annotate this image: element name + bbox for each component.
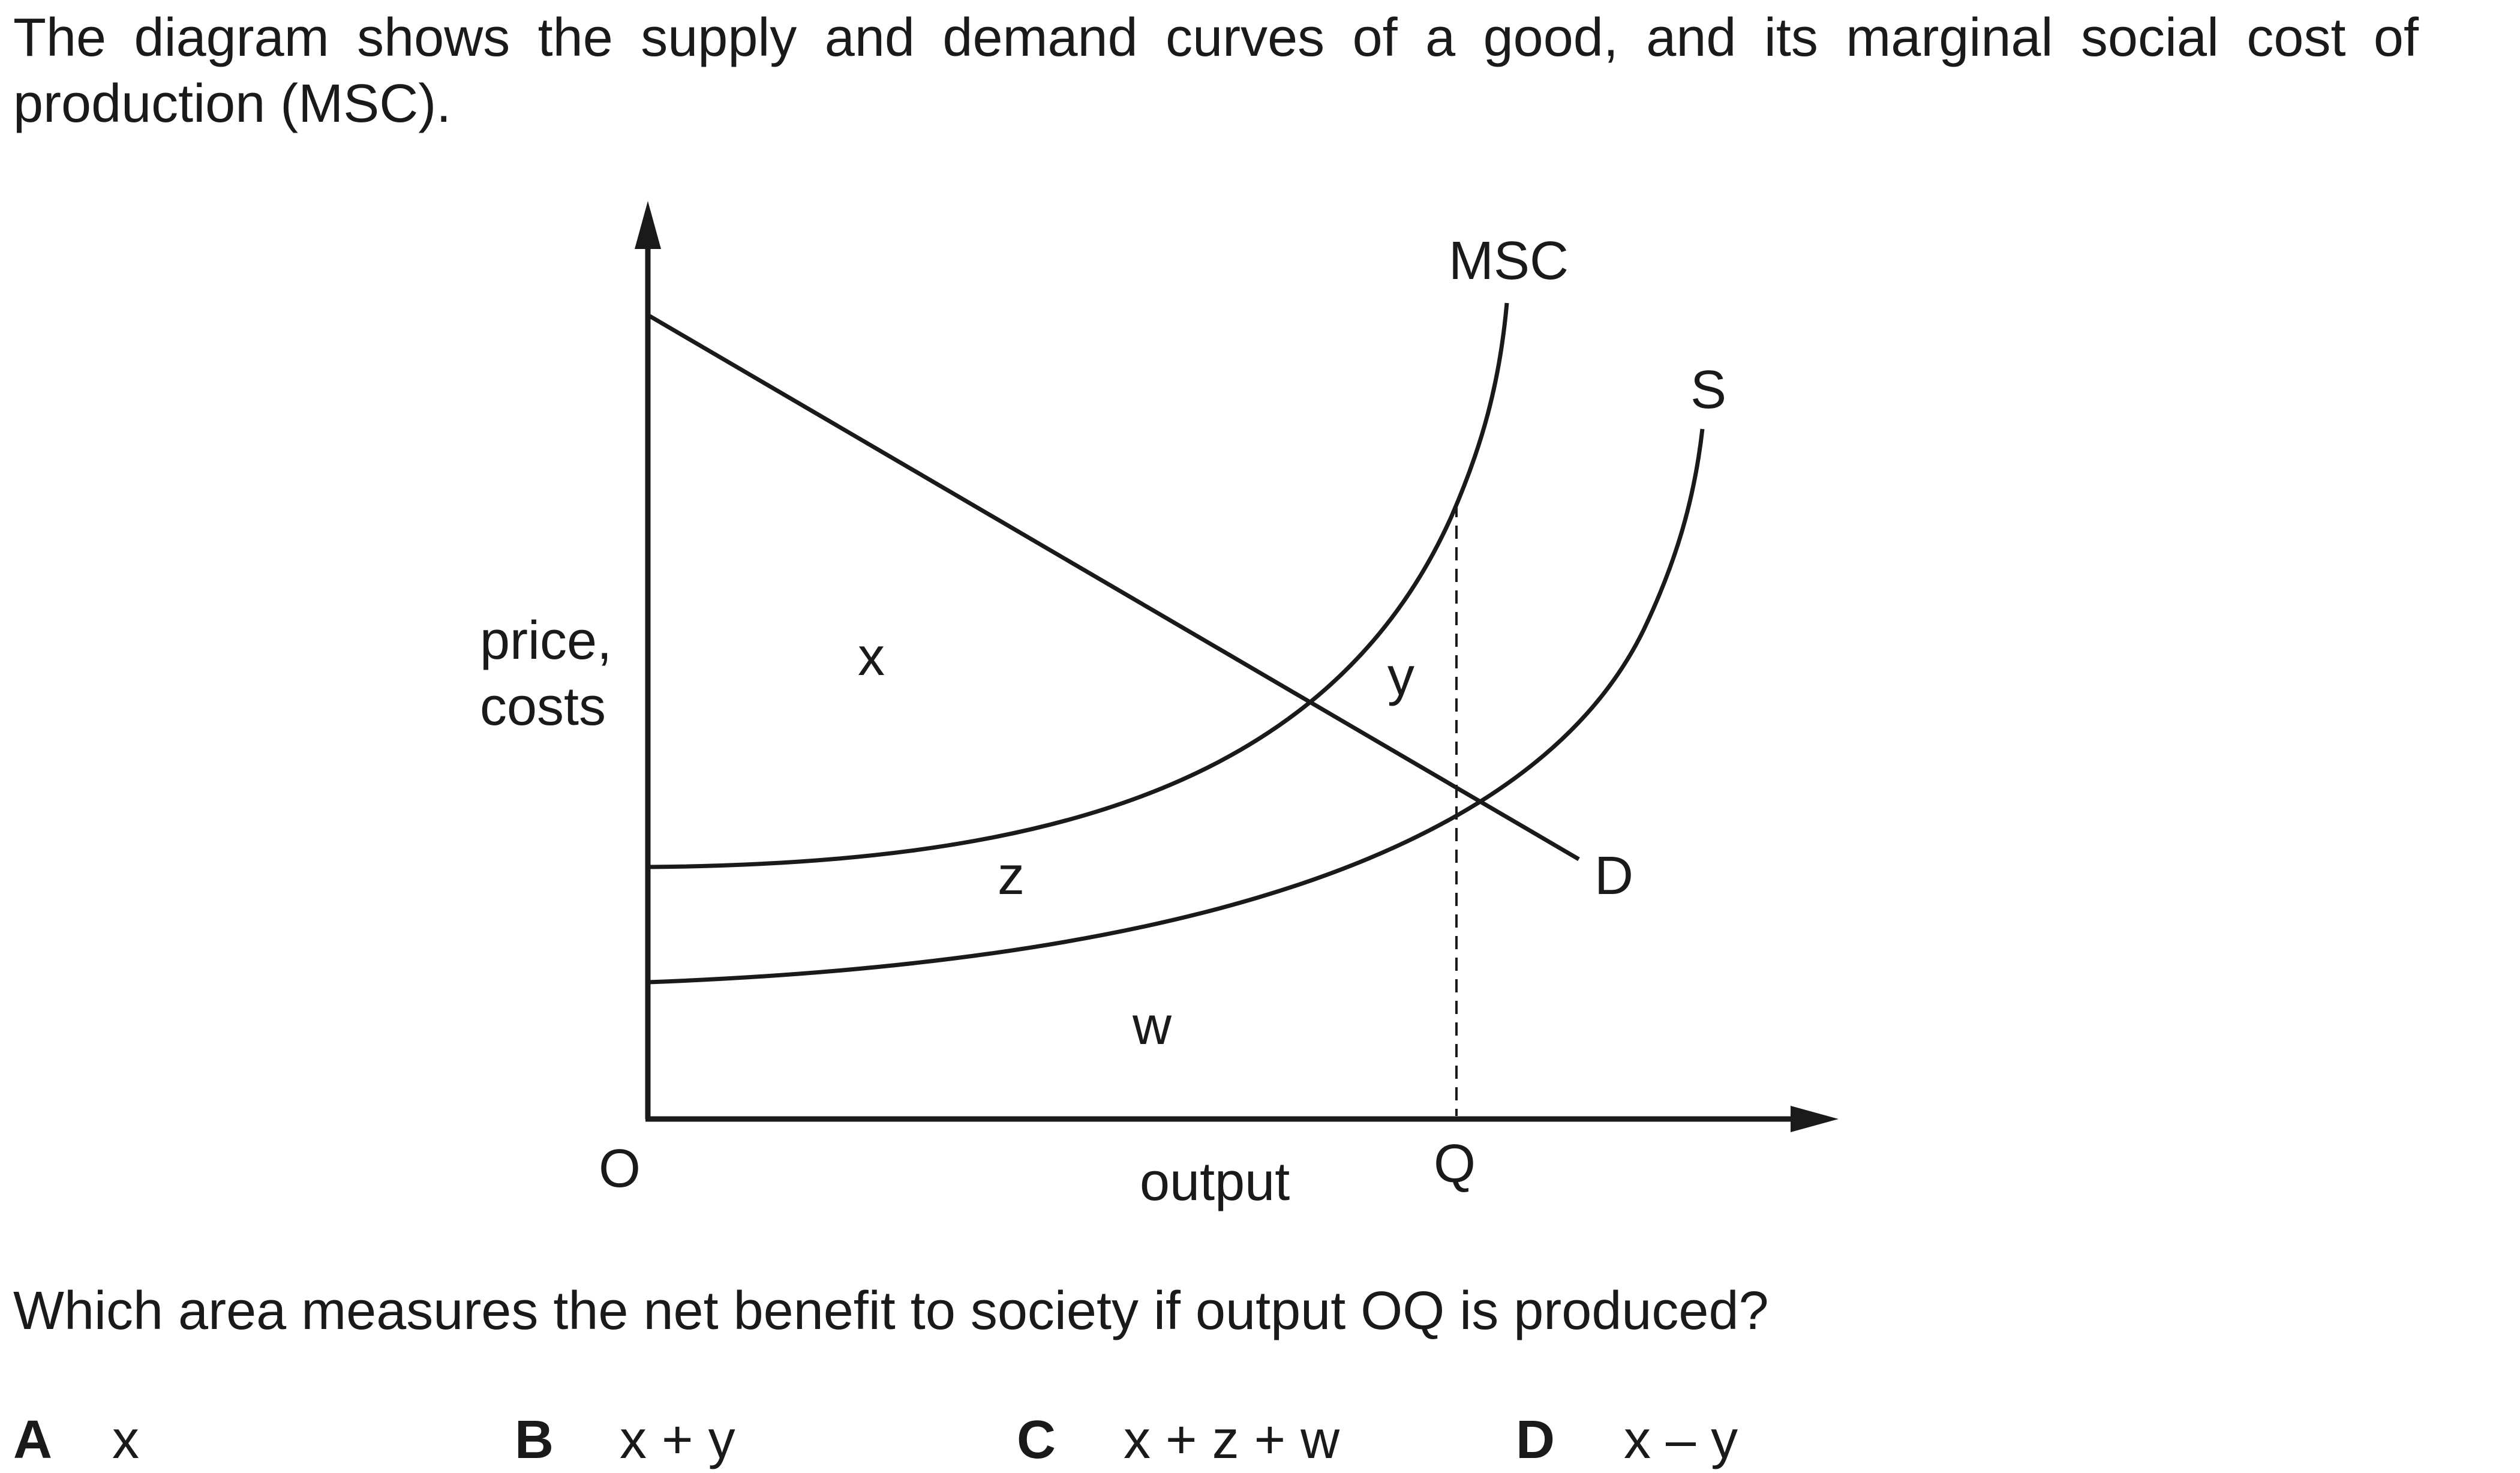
msc-curve — [647, 302, 1509, 869]
q-label: Q — [1434, 1134, 1476, 1194]
option-c-text: x + z + w — [1124, 1410, 1340, 1470]
question-prompt: Which area measures the net benefit to s… — [13, 1281, 1769, 1341]
option-a-text: x — [112, 1410, 139, 1470]
option-c-letter: C — [1017, 1410, 1056, 1470]
demand-curve — [647, 313, 1580, 862]
supply-curve — [647, 428, 1705, 985]
y-axis-label-line1: price, — [480, 611, 612, 671]
area-w-label: w — [1132, 996, 1172, 1056]
y-axis-label-line2: costs — [480, 677, 606, 737]
x-axis-label: output — [1140, 1152, 1290, 1212]
demand-curve-label: D — [1594, 846, 1633, 906]
option-d-text: x – y — [1624, 1410, 1738, 1470]
origin-label: O — [599, 1139, 641, 1199]
y-axis-arrow-icon — [635, 201, 661, 249]
supply-curve-label: S — [1690, 360, 1726, 420]
area-z-label: z — [998, 846, 1025, 906]
option-b-text: x + y — [620, 1410, 735, 1470]
area-y-label: y — [1387, 647, 1414, 707]
question-intro: The diagram shows the supply and demand … — [13, 8, 2419, 134]
option-a-letter: A — [13, 1410, 52, 1470]
area-x-label: x — [858, 627, 885, 687]
msc-curve-label: MSC — [1449, 231, 1569, 291]
x-axis-arrow-icon — [1791, 1106, 1839, 1132]
option-b-letter: B — [515, 1410, 554, 1470]
option-d-letter: D — [1516, 1410, 1555, 1470]
